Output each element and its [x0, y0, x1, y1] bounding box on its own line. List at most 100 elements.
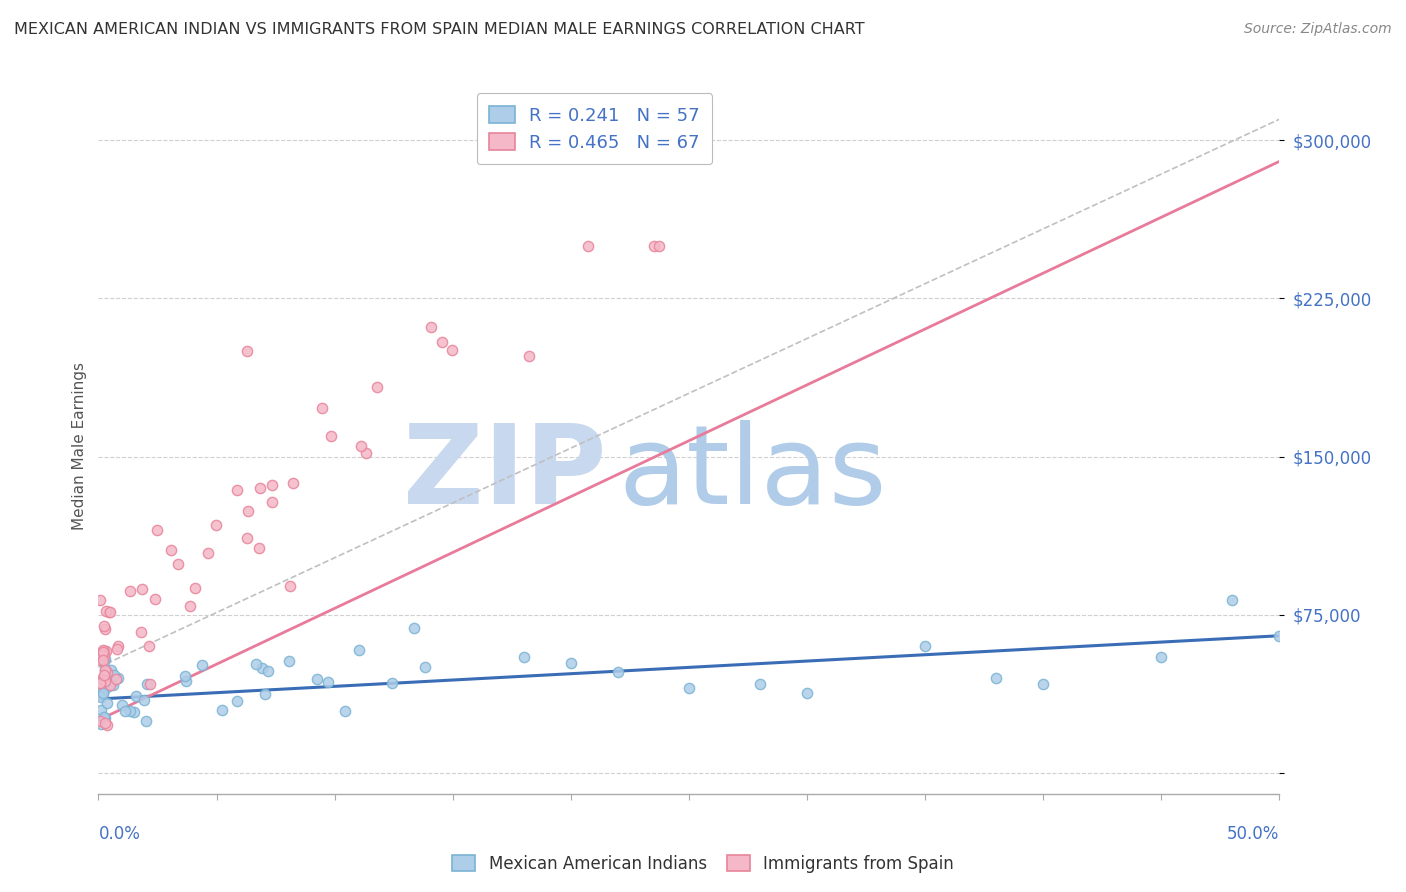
Point	[179, 599, 201, 614]
Point	[135, 714, 157, 728]
Point	[366, 380, 388, 394]
Point	[226, 693, 249, 707]
Point	[94, 643, 117, 657]
Point	[96, 680, 118, 694]
Point	[93, 655, 115, 669]
Point	[333, 704, 356, 718]
Point	[260, 478, 283, 492]
Point	[103, 667, 125, 681]
Point	[1032, 677, 1054, 691]
Point	[1268, 629, 1291, 643]
Point	[91, 686, 114, 700]
Point	[305, 673, 328, 687]
Y-axis label: Median Male Earnings: Median Male Earnings	[72, 362, 87, 530]
Point	[138, 639, 160, 653]
Point	[89, 676, 111, 690]
Point	[107, 671, 129, 685]
Point	[205, 518, 228, 533]
Point	[139, 677, 162, 691]
Point	[96, 696, 118, 710]
Point	[93, 663, 115, 677]
Point	[96, 717, 118, 731]
Point	[512, 649, 534, 664]
Text: 0.0%: 0.0%	[98, 825, 141, 843]
Point	[607, 665, 630, 679]
Point	[90, 684, 112, 698]
Point	[135, 677, 157, 691]
Point	[93, 648, 115, 663]
Point	[104, 672, 127, 686]
Point	[98, 678, 121, 692]
Point	[94, 711, 117, 725]
Point	[678, 681, 700, 696]
Point	[91, 653, 114, 667]
Point	[404, 621, 426, 635]
Point	[90, 703, 112, 717]
Point	[107, 640, 129, 654]
Point	[174, 668, 197, 682]
Text: ZIP: ZIP	[404, 420, 606, 527]
Point	[89, 593, 111, 607]
Point	[576, 238, 599, 252]
Point	[91, 686, 114, 700]
Point	[114, 704, 136, 718]
Point	[420, 320, 443, 334]
Point	[316, 675, 339, 690]
Text: atlas: atlas	[619, 420, 887, 527]
Point	[94, 715, 117, 730]
Point	[249, 481, 271, 495]
Point	[98, 605, 121, 619]
Point	[90, 690, 112, 705]
Point	[131, 582, 153, 596]
Point	[1220, 593, 1243, 607]
Point	[262, 495, 284, 509]
Point	[90, 717, 112, 731]
Point	[236, 344, 259, 359]
Point	[91, 688, 114, 702]
Point	[111, 698, 134, 713]
Point	[914, 640, 936, 654]
Point	[748, 677, 770, 691]
Point	[247, 541, 270, 555]
Point	[93, 651, 115, 665]
Point	[184, 581, 207, 595]
Point	[118, 705, 141, 719]
Point	[381, 675, 404, 690]
Text: Source: ZipAtlas.com: Source: ZipAtlas.com	[1244, 22, 1392, 37]
Point	[122, 705, 145, 719]
Point	[143, 592, 166, 607]
Point	[278, 579, 301, 593]
Point	[105, 642, 128, 657]
Point	[174, 673, 197, 688]
Legend: Mexican American Indians, Immigrants from Spain: Mexican American Indians, Immigrants fro…	[446, 848, 960, 880]
Point	[91, 645, 114, 659]
Point	[1150, 649, 1173, 664]
Point	[167, 557, 190, 571]
Point	[356, 446, 378, 460]
Point	[643, 238, 665, 252]
Point	[252, 661, 274, 675]
Point	[93, 710, 115, 724]
Point	[94, 663, 117, 677]
Point	[984, 671, 1007, 685]
Point	[91, 643, 114, 657]
Point	[253, 687, 276, 701]
Point	[432, 334, 454, 349]
Point	[101, 678, 124, 692]
Point	[93, 668, 115, 682]
Point	[321, 429, 343, 443]
Point	[91, 649, 114, 664]
Point	[90, 679, 112, 693]
Point	[94, 674, 117, 689]
Point	[236, 504, 259, 518]
Point	[796, 686, 818, 700]
Point	[132, 693, 155, 707]
Point	[517, 349, 540, 363]
Point	[93, 619, 115, 633]
Point	[129, 625, 152, 640]
Point	[648, 238, 671, 252]
Point	[197, 546, 219, 560]
Point	[100, 605, 122, 619]
Point	[160, 542, 183, 557]
Point	[277, 654, 299, 668]
